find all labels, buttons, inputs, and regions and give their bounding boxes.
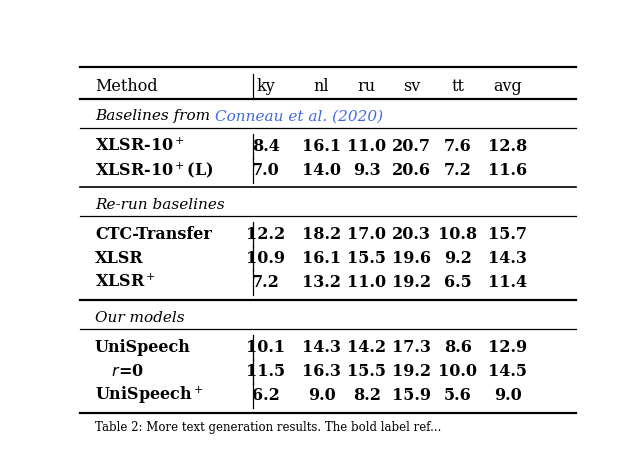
Text: 9.0: 9.0	[493, 387, 522, 404]
Text: 11.6: 11.6	[488, 162, 527, 178]
Text: Table 2: More text generation results. The bold label ref...: Table 2: More text generation results. T…	[95, 421, 441, 434]
Text: 7.0: 7.0	[252, 162, 280, 178]
Text: 15.7: 15.7	[488, 226, 527, 243]
Text: ru: ru	[358, 77, 376, 95]
Text: 10.0: 10.0	[438, 363, 477, 380]
Text: 20.6: 20.6	[392, 162, 431, 178]
Text: 15.9: 15.9	[392, 387, 431, 404]
Text: XLSR: XLSR	[95, 251, 143, 267]
Text: tt: tt	[451, 77, 465, 95]
Text: 6.2: 6.2	[252, 387, 280, 404]
Text: 16.3: 16.3	[302, 363, 341, 380]
Text: Re-run baselines: Re-run baselines	[95, 198, 225, 212]
Text: 17.3: 17.3	[392, 339, 431, 356]
Text: 11.0: 11.0	[347, 274, 387, 291]
Text: 11.0: 11.0	[347, 138, 387, 155]
Text: 19.6: 19.6	[392, 251, 431, 267]
Text: avg: avg	[493, 77, 522, 95]
Text: 7.2: 7.2	[252, 274, 280, 291]
Text: 8.4: 8.4	[252, 138, 280, 155]
Text: 9.3: 9.3	[353, 162, 381, 178]
Text: XLSR-10$^+$(L): XLSR-10$^+$(L)	[95, 160, 214, 180]
Text: 11.4: 11.4	[488, 274, 527, 291]
Text: 12.2: 12.2	[246, 226, 285, 243]
Text: 11.5: 11.5	[246, 363, 285, 380]
Text: CTC-Transfer: CTC-Transfer	[95, 226, 212, 243]
Text: 7.6: 7.6	[444, 138, 472, 155]
Text: 8.6: 8.6	[444, 339, 472, 356]
Text: 14.3: 14.3	[488, 251, 527, 267]
Text: 14.5: 14.5	[488, 363, 527, 380]
Text: sv: sv	[403, 77, 420, 95]
Text: 20.3: 20.3	[392, 226, 431, 243]
Text: 12.9: 12.9	[488, 339, 527, 356]
Text: 10.8: 10.8	[438, 226, 477, 243]
Text: 8.2: 8.2	[353, 387, 381, 404]
Text: Our models: Our models	[95, 311, 184, 325]
Text: ky: ky	[257, 77, 275, 95]
Text: 14.3: 14.3	[302, 339, 341, 356]
Text: 14.2: 14.2	[347, 339, 387, 356]
Text: Method: Method	[95, 77, 157, 95]
Text: 15.5: 15.5	[347, 251, 386, 267]
Text: nl: nl	[314, 77, 330, 95]
Text: 9.2: 9.2	[444, 251, 472, 267]
Text: 10.1: 10.1	[246, 339, 285, 356]
Text: 18.2: 18.2	[302, 226, 341, 243]
Text: 7.2: 7.2	[444, 162, 472, 178]
Text: 19.2: 19.2	[392, 274, 431, 291]
Text: 13.2: 13.2	[302, 274, 341, 291]
Text: 12.8: 12.8	[488, 138, 527, 155]
Text: 15.5: 15.5	[347, 363, 386, 380]
Text: XLSR-10$^+$: XLSR-10$^+$	[95, 138, 185, 155]
Text: UniSpeech$^+$: UniSpeech$^+$	[95, 385, 204, 406]
Text: Conneau et al. (2020): Conneau et al. (2020)	[215, 109, 383, 123]
Text: UniSpeech: UniSpeech	[95, 339, 191, 356]
Text: Baselines from: Baselines from	[95, 109, 215, 123]
Text: 19.2: 19.2	[392, 363, 431, 380]
Text: 16.1: 16.1	[302, 251, 341, 267]
Text: XLSR$^+$: XLSR$^+$	[95, 274, 156, 291]
Text: 5.6: 5.6	[444, 387, 472, 404]
Text: 16.1: 16.1	[302, 138, 341, 155]
Text: $r$=0: $r$=0	[95, 363, 144, 380]
Text: 20.7: 20.7	[392, 138, 431, 155]
Text: 9.0: 9.0	[308, 387, 335, 404]
Text: 10.9: 10.9	[246, 251, 285, 267]
Text: 6.5: 6.5	[444, 274, 472, 291]
Text: 14.0: 14.0	[302, 162, 341, 178]
Text: 17.0: 17.0	[347, 226, 386, 243]
